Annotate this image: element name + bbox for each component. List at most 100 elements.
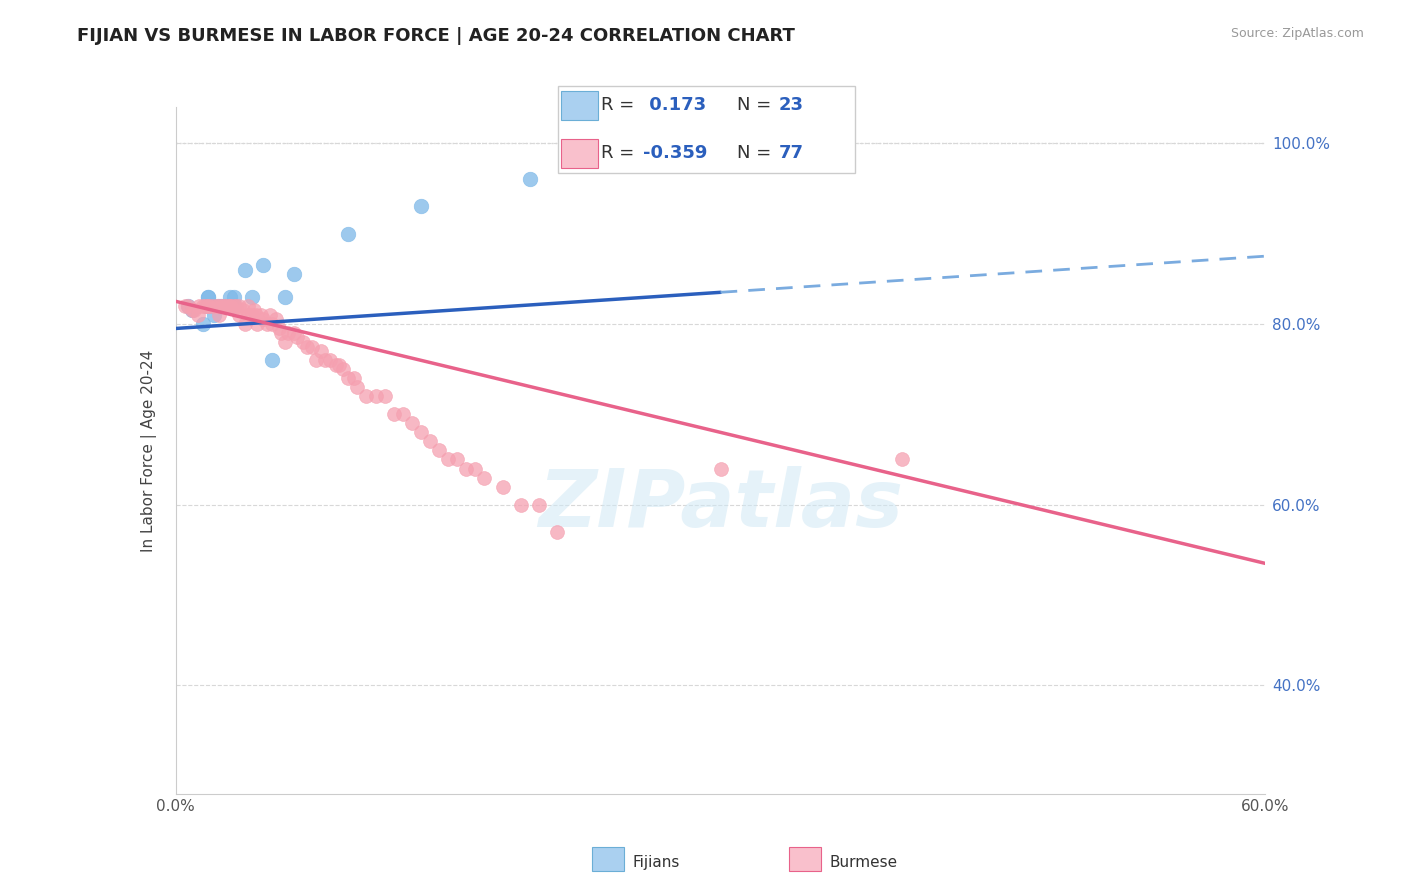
Y-axis label: In Labor Force | Age 20-24: In Labor Force | Age 20-24: [141, 350, 157, 551]
Point: [250, 308, 273, 322]
Point: [209, 299, 232, 313]
Point: [295, 339, 318, 353]
Point: [260, 353, 283, 368]
Point: [259, 308, 281, 322]
Point: [437, 452, 460, 467]
Text: 77: 77: [779, 145, 804, 162]
Text: R =: R =: [600, 145, 640, 162]
Point: [446, 452, 468, 467]
Point: [325, 358, 347, 372]
Point: [194, 299, 217, 313]
Point: [183, 303, 205, 318]
Point: [301, 339, 323, 353]
Point: [208, 308, 231, 322]
Point: [197, 290, 219, 304]
Point: [238, 308, 260, 322]
Point: [456, 461, 478, 475]
Point: [509, 498, 531, 512]
Point: [181, 303, 204, 318]
Point: [270, 326, 292, 340]
Point: [197, 299, 219, 313]
Point: [228, 299, 250, 313]
Text: Source: ZipAtlas.com: Source: ZipAtlas.com: [1230, 27, 1364, 40]
Point: [710, 461, 733, 475]
Point: [204, 299, 226, 313]
Point: [214, 299, 236, 313]
Point: [283, 326, 305, 340]
Text: FIJIAN VS BURMESE IN LABOR FORCE | AGE 20-24 CORRELATION CHART: FIJIAN VS BURMESE IN LABOR FORCE | AGE 2…: [77, 27, 796, 45]
Point: [243, 303, 266, 318]
Point: [274, 334, 297, 349]
Point: [240, 290, 263, 304]
Point: [364, 389, 387, 403]
Point: [186, 308, 209, 322]
Point: [343, 371, 366, 385]
Point: [492, 480, 515, 494]
Point: [214, 299, 236, 313]
Point: [409, 199, 432, 213]
Point: [332, 362, 354, 376]
Text: -0.359: -0.359: [643, 145, 707, 162]
Point: [222, 299, 245, 313]
Point: [207, 299, 229, 313]
Point: [177, 299, 200, 313]
Point: [233, 262, 256, 277]
Point: [215, 299, 238, 313]
Point: [274, 290, 297, 304]
Point: [188, 299, 211, 313]
Text: Fijians: Fijians: [633, 855, 681, 870]
Point: [291, 334, 314, 349]
Point: [225, 299, 247, 313]
Text: 23: 23: [779, 96, 804, 114]
Point: [264, 312, 287, 326]
Point: [287, 330, 309, 344]
Point: [228, 308, 250, 322]
Point: [277, 326, 299, 340]
Point: [181, 303, 204, 318]
Point: [197, 290, 219, 304]
Point: [195, 299, 218, 313]
Point: [191, 317, 214, 331]
Text: R =: R =: [600, 96, 640, 114]
Point: [269, 321, 291, 335]
Point: [309, 344, 332, 359]
Point: [391, 407, 413, 421]
Point: [201, 299, 224, 313]
Point: [891, 452, 914, 467]
Point: [233, 317, 256, 331]
Point: [246, 317, 269, 331]
FancyBboxPatch shape: [561, 139, 598, 168]
Point: [219, 299, 242, 313]
Point: [519, 172, 541, 186]
Point: [238, 299, 260, 313]
Point: [240, 308, 263, 322]
Point: [427, 443, 450, 458]
Point: [401, 417, 423, 431]
Text: Burmese: Burmese: [830, 855, 897, 870]
Point: [232, 303, 254, 318]
Point: [222, 299, 245, 313]
Point: [319, 353, 342, 368]
FancyBboxPatch shape: [558, 86, 855, 173]
Point: [474, 470, 496, 484]
Point: [219, 290, 242, 304]
Point: [212, 299, 235, 313]
Point: [382, 407, 405, 421]
Text: N =: N =: [737, 145, 776, 162]
Point: [337, 371, 360, 385]
Text: 0.173: 0.173: [643, 96, 706, 114]
Point: [356, 389, 378, 403]
Text: N =: N =: [737, 96, 776, 114]
Point: [260, 317, 283, 331]
Point: [245, 308, 267, 322]
FancyBboxPatch shape: [789, 847, 821, 871]
Point: [527, 498, 550, 512]
Point: [328, 358, 350, 372]
Point: [283, 267, 305, 281]
Point: [374, 389, 396, 403]
Point: [304, 353, 326, 368]
Point: [191, 299, 214, 313]
Point: [207, 299, 229, 313]
Point: [256, 317, 278, 331]
FancyBboxPatch shape: [561, 91, 598, 120]
